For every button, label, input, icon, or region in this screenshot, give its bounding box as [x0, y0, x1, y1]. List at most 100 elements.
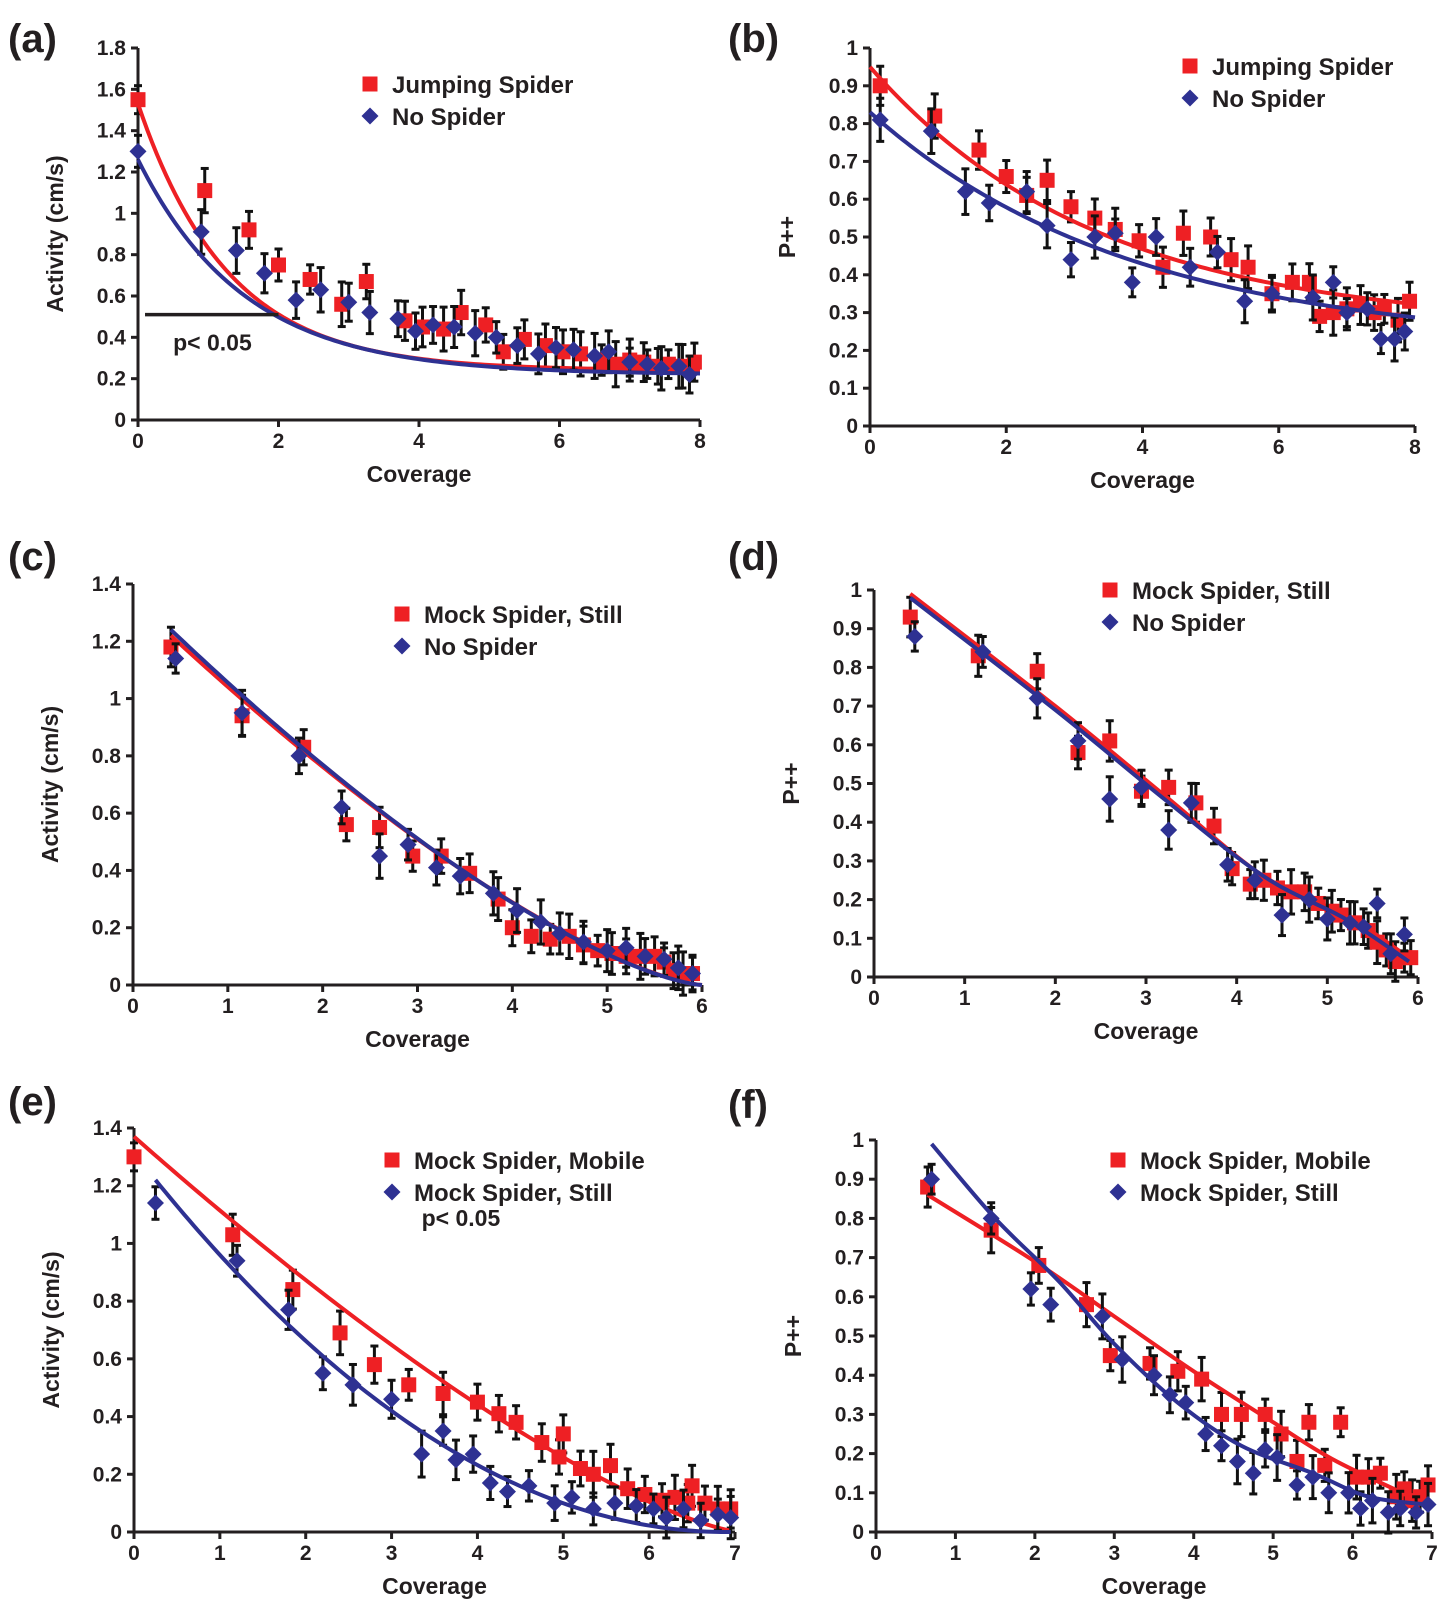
fit-curve: [868, 110, 1416, 320]
y-tick-label: 1.8: [97, 37, 127, 60]
legend-label: Mock Spider, Mobile: [414, 1148, 645, 1175]
data-point-square: [637, 1486, 653, 1502]
data-point-diamond: [1340, 1484, 1358, 1502]
data-point-diamond: [563, 1488, 581, 1506]
data-point-square: [197, 183, 213, 199]
series-no-spider: [868, 96, 1416, 363]
x-tick-label: 2: [273, 430, 285, 453]
data-point-square: [1161, 779, 1177, 795]
data-point-square: [684, 1478, 700, 1494]
y-tick-label: 0.7: [829, 150, 858, 173]
legend-label: No Spider: [1212, 86, 1325, 113]
data-point-square: [469, 1394, 485, 1410]
data-point-square: [126, 1149, 142, 1165]
y-tick-label: 0.6: [97, 285, 126, 308]
data-point-diamond: [674, 1500, 692, 1518]
x-tick-label: 1: [959, 987, 971, 1010]
y-axis-label: P++: [778, 762, 804, 804]
data-point-diamond: [627, 1497, 645, 1515]
data-point-diamond: [167, 649, 185, 667]
data-point-diamond: [290, 747, 308, 765]
data-point-square: [401, 1377, 417, 1393]
y-tick-label: 0.1: [835, 1482, 865, 1505]
series-mock-spider-still: [923, 1142, 1437, 1535]
data-point-diamond: [1352, 1499, 1370, 1517]
x-tick-label: 8: [1409, 436, 1421, 459]
data-point-diamond: [670, 357, 688, 375]
fit-curve: [136, 158, 701, 376]
x-tick-label: 6: [554, 430, 566, 453]
data-point-square: [1372, 1465, 1388, 1481]
y-tick-label: 0.8: [833, 656, 863, 679]
data-point-diamond: [652, 359, 670, 377]
x-tick-label: 6: [1347, 1542, 1359, 1565]
series-mock-spider-still: [146, 1178, 740, 1541]
series-jumping-spider: [868, 64, 1418, 344]
y-axis-label: Activity (cm/s): [37, 706, 63, 863]
data-point-diamond: [520, 1477, 538, 1495]
data-point-square: [1102, 733, 1118, 749]
data-point-diamond: [1318, 910, 1336, 928]
y-tick-label: 0.4: [835, 1364, 865, 1387]
x-tick-label: 5: [1267, 1542, 1279, 1565]
data-point-diamond: [434, 1422, 452, 1440]
x-axis-label: Coverage: [1090, 467, 1195, 493]
y-tick-label: 0.6: [833, 734, 862, 757]
data-point-diamond: [451, 867, 469, 885]
data-point-square: [1301, 274, 1317, 290]
legend-marker: [383, 1183, 401, 1201]
data-point-square: [241, 222, 257, 238]
legend-marker: [384, 1152, 400, 1168]
data-point-diamond: [584, 1500, 602, 1518]
x-tick-label: 4: [1231, 987, 1243, 1010]
data-point-diamond: [1213, 1437, 1231, 1455]
y-tick-label: 0.2: [92, 917, 121, 940]
data-point-diamond: [1304, 288, 1322, 306]
data-point-diamond: [445, 318, 463, 336]
x-tick-label: 7: [729, 1542, 741, 1565]
x-tick-label: 6: [1273, 436, 1285, 459]
y-tick-label: 0.1: [829, 377, 859, 400]
y-tick-label: 0.6: [829, 188, 858, 211]
panel-label: (c): [8, 535, 57, 579]
y-tick-label: 0.3: [835, 1403, 864, 1426]
x-tick-label: 2: [1049, 987, 1061, 1010]
data-point-diamond: [922, 122, 940, 140]
x-tick-label: 0: [870, 1542, 882, 1565]
data-point-square: [1233, 1406, 1249, 1422]
data-point-square: [998, 169, 1014, 185]
data-point-square: [1333, 1414, 1349, 1430]
data-point-diamond: [1263, 285, 1281, 303]
legend-label: Jumping Spider: [392, 72, 573, 99]
legend-marker: [393, 637, 411, 655]
chart-panel-c: (c) 0 0.2 0.4 0.6 0.8 1 1.2 1.4 0 1 2 3 4 5 6 Coverage Ac…: [8, 535, 708, 1052]
x-tick-label: 8: [694, 430, 706, 453]
y-axis-label: Activity (cm/s): [38, 1251, 64, 1408]
legend: Mock Spider, Still No Spider: [1101, 578, 1331, 637]
y-tick-label: 0.6: [835, 1286, 864, 1309]
data-point-diamond: [447, 1451, 465, 1469]
data-point-diamond: [1042, 1296, 1060, 1314]
data-point-diamond: [1273, 906, 1291, 924]
data-point-square: [1063, 199, 1079, 215]
data-point-square: [1301, 1414, 1317, 1430]
x-tick-label: 2: [300, 1542, 312, 1565]
legend-label: Mock Spider, Still: [1132, 578, 1331, 605]
data-point-diamond: [1300, 891, 1318, 909]
series-no-spider: [167, 628, 703, 994]
y-tick-label: 0.2: [829, 339, 858, 362]
data-point-diamond: [1177, 1394, 1195, 1412]
data-point-diamond: [344, 1376, 362, 1394]
data-point-diamond: [532, 913, 550, 931]
x-tick-label: 4: [472, 1542, 484, 1565]
data-point-square: [453, 305, 469, 321]
data-point-square: [585, 1466, 601, 1482]
x-tick-label: 4: [506, 995, 518, 1018]
series-no-spider: [906, 596, 1413, 976]
y-axis-label: P++: [774, 216, 800, 258]
data-point-diamond: [340, 293, 358, 311]
x-tick-label: 6: [696, 995, 708, 1018]
data-point-diamond: [684, 965, 702, 983]
data-point-diamond: [1419, 1496, 1437, 1514]
fit-curve: [169, 628, 703, 987]
